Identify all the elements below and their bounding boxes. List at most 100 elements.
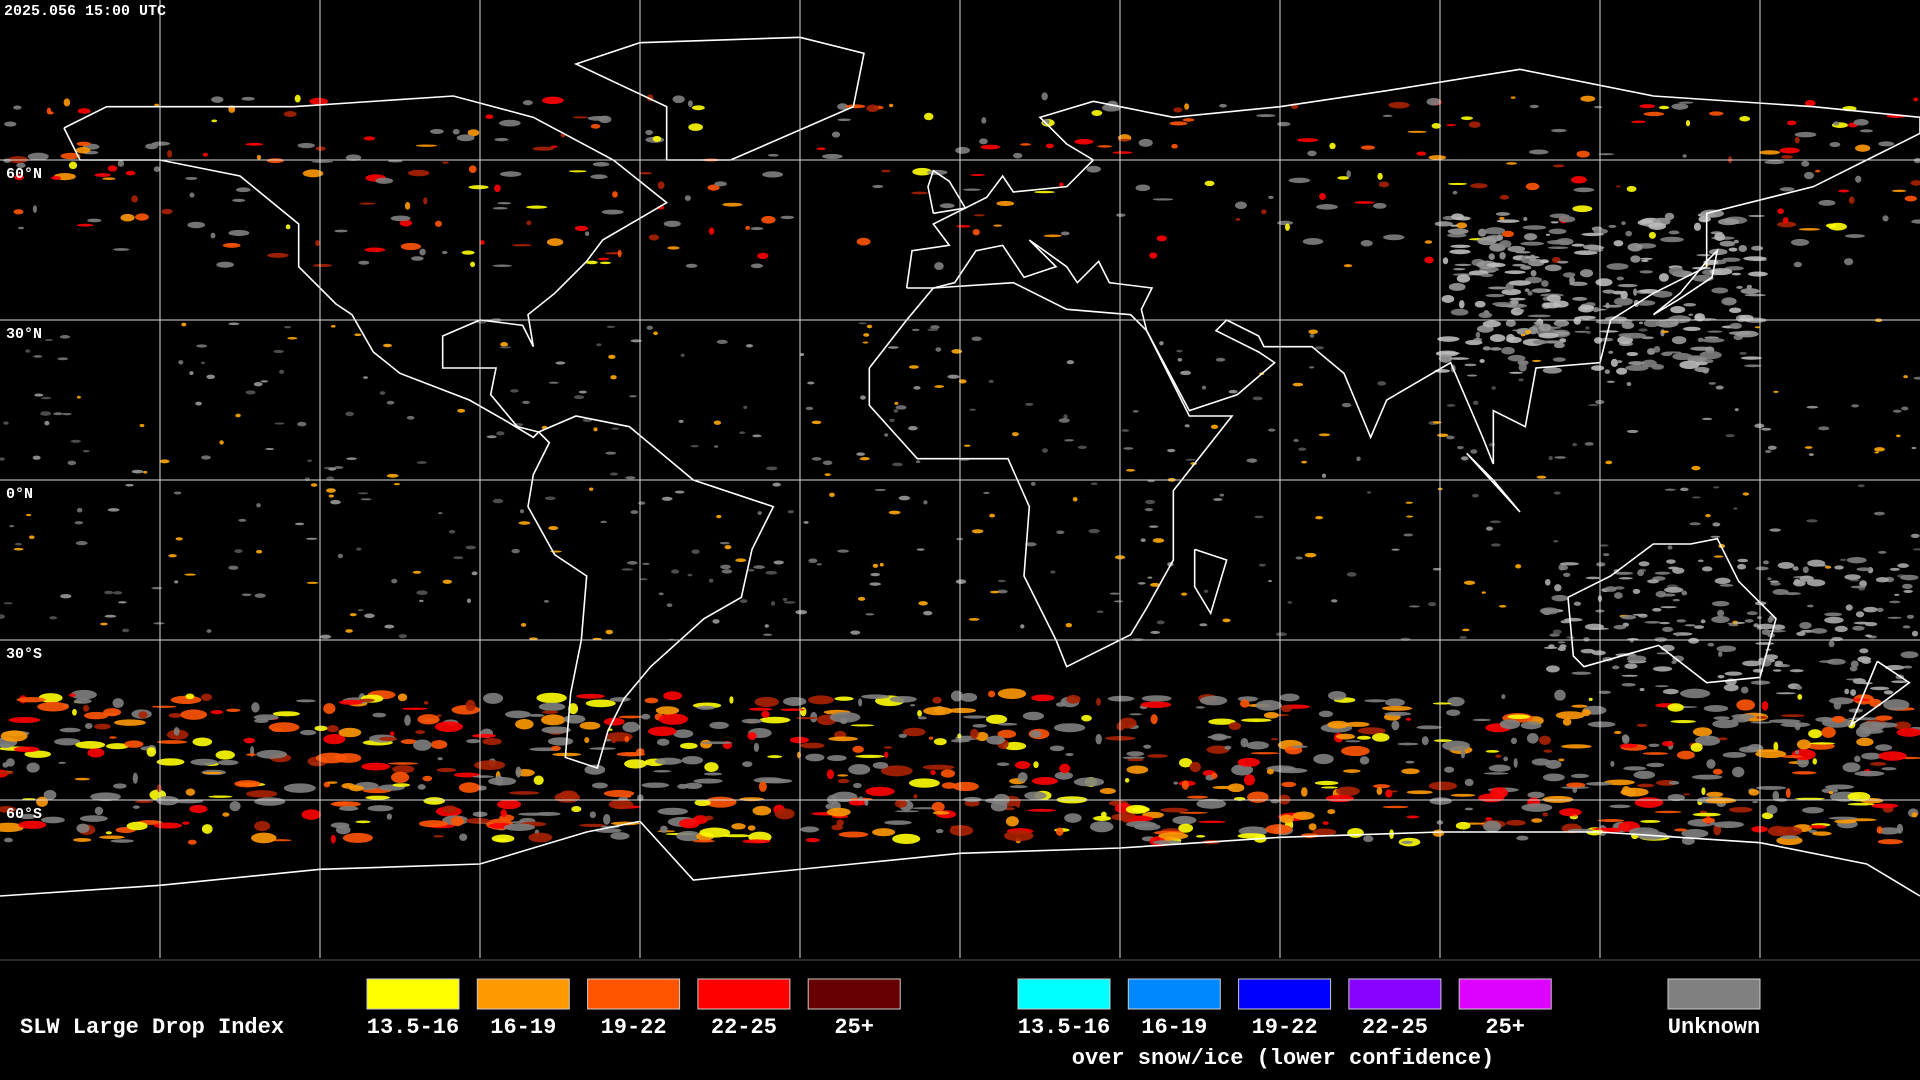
cloud-patch [1754, 423, 1765, 429]
cloud-patch [1287, 601, 1293, 604]
cloud-patch [75, 741, 106, 749]
cloud-patch [235, 413, 241, 418]
cloud-patch [1714, 232, 1726, 241]
cloud-patch [1390, 790, 1398, 793]
cloud-patch [423, 701, 429, 705]
cloud-patch [1903, 375, 1908, 379]
cloud-patch [1072, 497, 1078, 502]
legend-swatch [476, 978, 570, 1010]
cloud-patch [1662, 688, 1679, 695]
cloud-patch [1489, 520, 1502, 524]
cloud-patch [1336, 733, 1356, 740]
cloud-patch [390, 771, 410, 783]
cloud-patch [156, 758, 185, 766]
cloud-patch [1485, 817, 1493, 821]
cloud-patch [1605, 302, 1610, 309]
cloud-patch [1679, 487, 1689, 492]
cloud-patch [284, 325, 292, 329]
cloud-patch [546, 238, 564, 246]
cloud-patch [342, 832, 373, 843]
cloud-patch [1558, 758, 1565, 762]
cloud-patch [1804, 446, 1813, 449]
cloud-patch [1572, 442, 1578, 447]
cloud-patch [596, 343, 602, 347]
cloud-patch [94, 723, 111, 730]
cloud-patch [256, 154, 262, 160]
cloud-patch [917, 716, 927, 720]
cloud-patch [1270, 738, 1279, 741]
cloud-patch [1452, 190, 1458, 195]
cloud-patch [1522, 225, 1547, 230]
cloud-patch [1692, 812, 1721, 817]
cloud-patch [923, 112, 934, 121]
cloud-patch [1660, 606, 1677, 609]
cloud-patch [1280, 704, 1292, 713]
cloud-patch [1728, 806, 1753, 813]
cloud-patch [1812, 758, 1818, 765]
cloud-patch [663, 220, 681, 227]
cloud-patch [1460, 748, 1466, 759]
cloud-patch [1343, 264, 1353, 268]
cloud-patch [605, 629, 614, 635]
legend-swatch [1127, 978, 1221, 1010]
coastline [1193, 548, 1228, 616]
cloud-patch [958, 379, 967, 384]
cloud-patch [1123, 447, 1134, 450]
cloud-patch [1456, 274, 1471, 283]
cloud-patch [1902, 625, 1911, 629]
cloud-patch [865, 786, 895, 797]
cloud-patch [1851, 404, 1859, 408]
cloud-patch [430, 128, 444, 134]
cloud-patch [694, 799, 711, 807]
cloud-patch [1050, 570, 1056, 574]
cloud-patch [1667, 545, 1673, 550]
cloud-patch [559, 790, 578, 800]
cloud-patch [1397, 742, 1419, 746]
cloud-patch [1768, 719, 1801, 724]
cloud-patch [671, 569, 680, 574]
cloud-patch [780, 215, 795, 220]
cloud-patch [1602, 289, 1616, 294]
cloud-patch [892, 833, 921, 844]
cloud-patch [1563, 572, 1571, 578]
cloud-patch [600, 520, 608, 524]
cloud-patch [705, 815, 714, 821]
cloud-patch [1802, 566, 1809, 574]
cloud-patch [3, 158, 11, 163]
cloud-patch [597, 257, 610, 261]
cloud-patch [1096, 610, 1104, 614]
cloud-patch [1474, 300, 1486, 308]
cloud-patch [714, 445, 719, 448]
cloud-patch [434, 220, 442, 227]
cloud-patch [1834, 625, 1848, 633]
cloud-patch [229, 801, 241, 812]
cloud-patch [1159, 341, 1164, 346]
cloud-patch [1520, 721, 1542, 730]
cloud-patch [1764, 449, 1772, 454]
cloud-patch [594, 828, 622, 833]
cloud-patch [1783, 592, 1801, 596]
cloud-patch [1391, 720, 1400, 731]
cloud-patch [766, 466, 778, 471]
cloud-patch [372, 712, 387, 718]
cloud-patch [1024, 791, 1047, 800]
cloud-patch [739, 797, 765, 802]
cloud-patch [548, 381, 559, 384]
cloud-patch [1266, 768, 1274, 775]
cloud-layer [0, 92, 1920, 847]
cloud-patch [578, 390, 588, 394]
cloud-patch [609, 472, 618, 476]
cloud-patch [1754, 326, 1761, 329]
legend-swatch [1667, 978, 1761, 1010]
cloud-patch [44, 420, 50, 426]
cloud-patch [1688, 637, 1700, 644]
cloud-patch [989, 513, 995, 518]
cloud-patch [932, 696, 942, 704]
cloud-patch [625, 476, 636, 480]
cloud-patch [532, 146, 555, 151]
cloud-patch [1675, 632, 1680, 637]
cloud-patch [1696, 361, 1708, 366]
cloud-patch [77, 108, 91, 114]
cloud-patch [1058, 418, 1070, 423]
cloud-patch [1865, 634, 1873, 638]
